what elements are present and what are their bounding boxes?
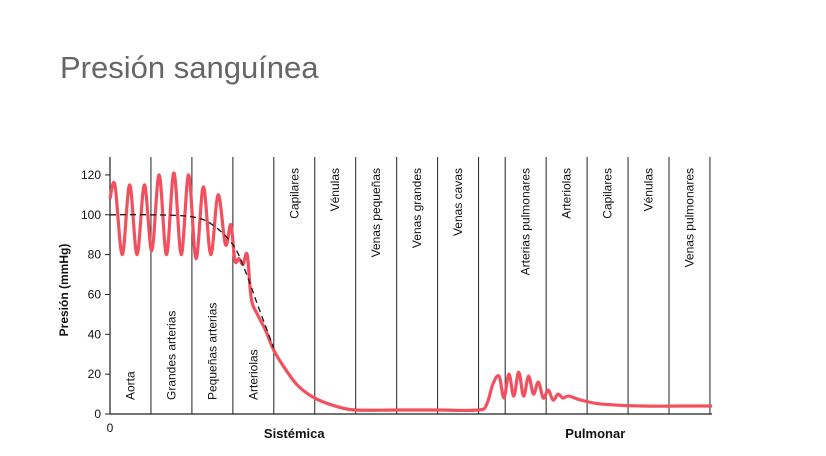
group-label: Sistémica	[264, 426, 325, 441]
series-line	[108, 171, 712, 413]
group-label: Pulmonar	[565, 426, 625, 441]
y-tick-label: 20	[88, 367, 102, 381]
column-label: Grandes arterias	[164, 311, 178, 400]
series-line	[109, 213, 275, 349]
y-axis-label: Presión (mmHg)	[57, 244, 71, 337]
column-label: Capilares	[287, 168, 301, 219]
slide-title: Presión sanguínea	[60, 50, 319, 85]
column-label: Arteriolas	[246, 349, 260, 400]
column-label: Pequeñas arterias	[205, 303, 219, 400]
x-tick-label: 0	[107, 421, 114, 435]
column-label: Aorta	[123, 371, 137, 400]
y-tick-label: 40	[88, 327, 102, 341]
column-label: Arterias pulmonares	[519, 168, 533, 275]
y-tick-label: 100	[81, 208, 101, 222]
y-tick-label: 120	[81, 168, 101, 182]
column-label: Vénulas	[642, 168, 656, 211]
column-label: Venas grandes	[410, 168, 424, 248]
y-tick-label: 80	[88, 248, 102, 262]
column-label: Venas cavas	[451, 168, 465, 236]
column-label: Venas pequeñas	[369, 168, 383, 257]
column-label: Venas pulmonares	[682, 168, 696, 267]
column-label: Arteriolas	[560, 168, 574, 219]
column-label: Vénulas	[328, 168, 342, 211]
y-tick-label: 60	[88, 287, 102, 301]
y-tick-label: 0	[94, 407, 101, 421]
column-label: Capilares	[601, 168, 615, 219]
